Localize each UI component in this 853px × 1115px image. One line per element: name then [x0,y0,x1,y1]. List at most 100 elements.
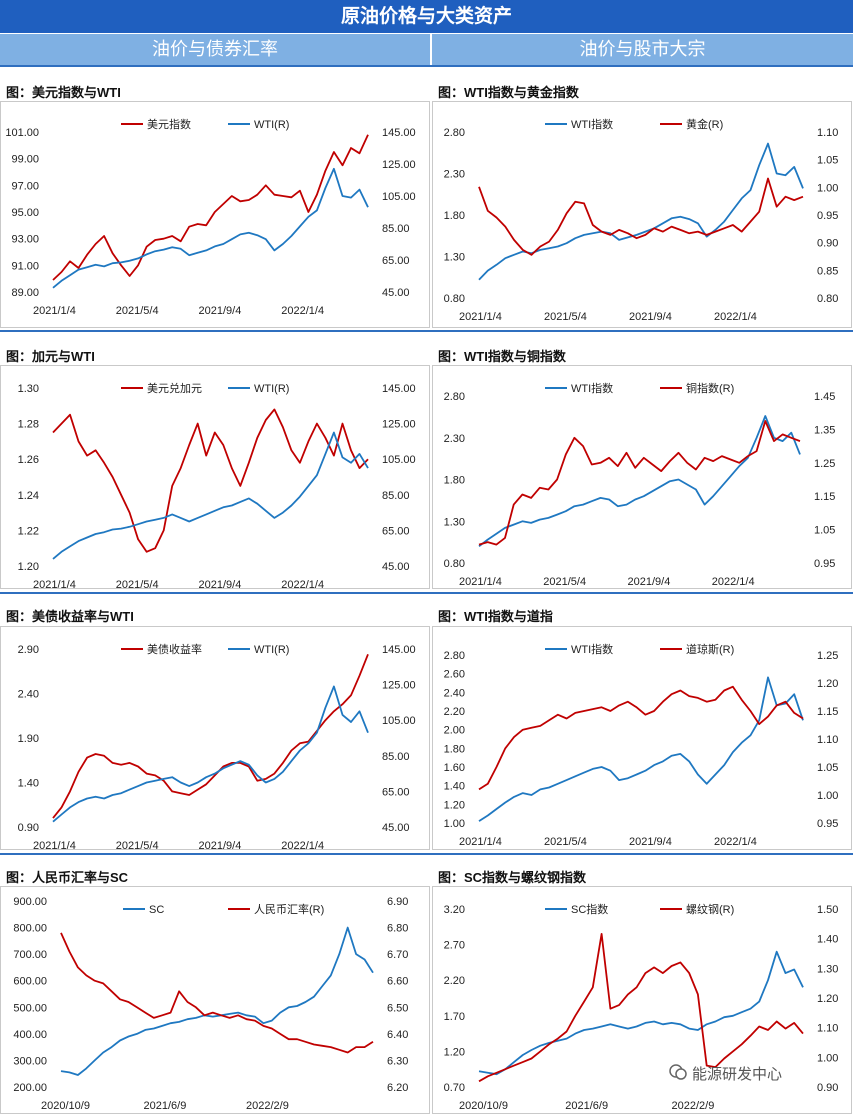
x-tick-label: 2022/1/4 [281,305,324,317]
series-line-0 [478,676,804,822]
y-right-tick-label: 0.90 [817,238,838,250]
chart-yield-svg: 0.90 1.40 1.90 2.40 2.90 45.00 65.00 85.00 105.0… [18,642,416,849]
y-right-tick-label: 6.70 [387,949,408,961]
chart-cad-svg: 1.20 1.22 1.24 1.26 1.28 1.30 45.00 65.00 85.00 1… [18,381,416,588]
x-tick-label: 2021/5/4 [116,579,159,588]
y-right-tick-label: 1.00 [817,182,838,194]
y-right-tick-label: 145.00 [382,383,416,395]
section-divider [430,33,432,65]
x-tick-label: 2021/9/4 [629,311,672,323]
series-line-1 [478,685,804,791]
legend-label: 美债收益率 [147,642,202,656]
divider-line [0,65,853,67]
y-left-tick-label: 900.00 [13,896,47,908]
y-left-tick-label: 2.40 [18,689,39,701]
y-left-tick-label: 2.80 [444,391,465,403]
panel-title-yield: 图：美债收益率与WTI [6,609,134,624]
x-tick-label: 2021/5/4 [543,576,586,588]
legend-label: 美元兑加元 [147,381,202,395]
legend-label: 黄金(R) [686,117,723,131]
y-right-tick-label: 45.00 [382,287,410,299]
y-left-tick-label: 2.90 [18,644,39,656]
y-right-tick-label: 105.00 [382,454,416,466]
y-right-tick-label: 1.10 [817,127,838,139]
panel-title-rebar: 图：SC指数与螺纹钢指数 [438,870,587,885]
wechat-icon [669,1064,687,1080]
x-tick-label: 2021/1/4 [33,579,76,588]
y-left-tick-label: 800.00 [13,923,47,935]
legend-label: SC指数 [571,902,608,916]
y-right-tick-label: 1.45 [814,391,835,403]
divider-line [0,853,853,855]
series-line-1 [478,177,804,256]
y-left-tick-label: 95.00 [11,207,39,219]
y-left-tick-label: 300.00 [13,1055,47,1067]
y-right-tick-label: 6.50 [387,1002,408,1014]
right-section-header: 油价与股市大宗 [432,33,853,65]
x-tick-label: 2022/1/4 [714,311,757,323]
y-right-tick-label: 6.20 [387,1082,408,1094]
chart-dow: 1.00 1.20 1.40 1.60 1.80 2.00 2.20 2.40 2.60 2.80… [432,626,852,850]
x-tick-label: 2021/1/4 [459,311,502,323]
y-left-tick-label: 2.20 [444,975,465,987]
series-line-0 [60,926,374,1076]
legend-label: 铜指数(R) [686,381,734,395]
y-left-tick-label: 1.26 [18,454,39,466]
y-left-tick-label: 1.60 [444,762,465,774]
y-left-tick-label: 2.30 [444,433,465,445]
legend-label: WTI指数 [571,642,613,656]
y-left-tick-label: 2.00 [444,725,465,737]
y-right-tick-label: 0.85 [817,265,838,277]
x-tick-label: 2020/10/9 [41,1100,90,1112]
y-left-tick-label: 93.00 [11,234,39,246]
y-right-tick-label: 1.10 [817,1023,838,1035]
y-left-tick-label: 1.30 [444,516,465,528]
x-tick-label: 2021/1/4 [459,836,502,848]
y-right-tick-label: 6.40 [387,1029,408,1041]
y-right-tick-label: 45.00 [382,561,410,573]
watermark-text: 能源研发中心 [692,1066,783,1083]
y-left-tick-label: 0.90 [18,822,39,834]
x-tick-label: 2022/2/9 [246,1100,289,1112]
y-left-tick-label: 200.00 [13,1082,47,1094]
y-right-tick-label: 1.30 [817,963,838,975]
x-tick-label: 2021/5/4 [544,836,587,848]
series-line-0 [52,653,369,819]
y-left-tick-label: 1.90 [18,733,39,745]
y-right-tick-label: 1.25 [817,650,838,662]
y-right-tick-label: 0.95 [817,210,838,222]
y-left-tick-label: 1.22 [18,525,39,537]
x-tick-label: 2021/1/4 [459,576,502,588]
x-tick-label: 2022/2/9 [672,1100,715,1112]
y-left-tick-label: 0.70 [444,1082,465,1094]
series-line-1 [52,685,369,823]
y-left-tick-label: 2.40 [444,687,465,699]
y-right-tick-label: 1.15 [814,491,835,503]
y-left-tick-label: 2.80 [444,650,465,662]
y-right-tick-label: 0.95 [817,818,838,830]
y-right-tick-label: 6.60 [387,976,408,988]
y-left-tick-label: 1.40 [444,781,465,793]
chart-rebar-svg: 0.70 1.20 1.70 2.20 2.70 3.20 0.90 1.00 1.10 1.20… [444,902,839,1112]
y-left-tick-label: 1.30 [18,383,39,395]
y-left-tick-label: 0.80 [444,558,465,570]
chart-cad: 1.20 1.22 1.24 1.26 1.28 1.30 45.00 65.00 85.00 1… [0,365,430,589]
series-line-0 [478,415,801,548]
chart-usd: 89.00 91.00 93.00 95.00 97.00 99.00 101.00 45.0… [0,101,430,328]
y-right-tick-label: 85.00 [382,223,410,235]
legend-label: WTI指数 [571,381,613,395]
x-tick-label: 2022/1/4 [714,836,757,848]
series-line-1 [60,932,374,1054]
y-right-tick-label: 1.40 [817,934,838,946]
legend-label: WTI(R) [254,119,289,131]
y-right-tick-label: 1.15 [817,706,838,718]
y-right-tick-label: 125.00 [382,159,416,171]
y-right-tick-label: 125.00 [382,419,416,431]
y-right-tick-label: 1.25 [814,458,835,470]
y-left-tick-label: 2.20 [444,706,465,718]
legend-label: WTI(R) [254,644,289,656]
y-left-tick-label: 99.00 [11,154,39,166]
y-right-tick-label: 1.10 [817,734,838,746]
series-line-1 [52,167,369,289]
panel-title-cad: 图：加元与WTI [6,349,95,364]
